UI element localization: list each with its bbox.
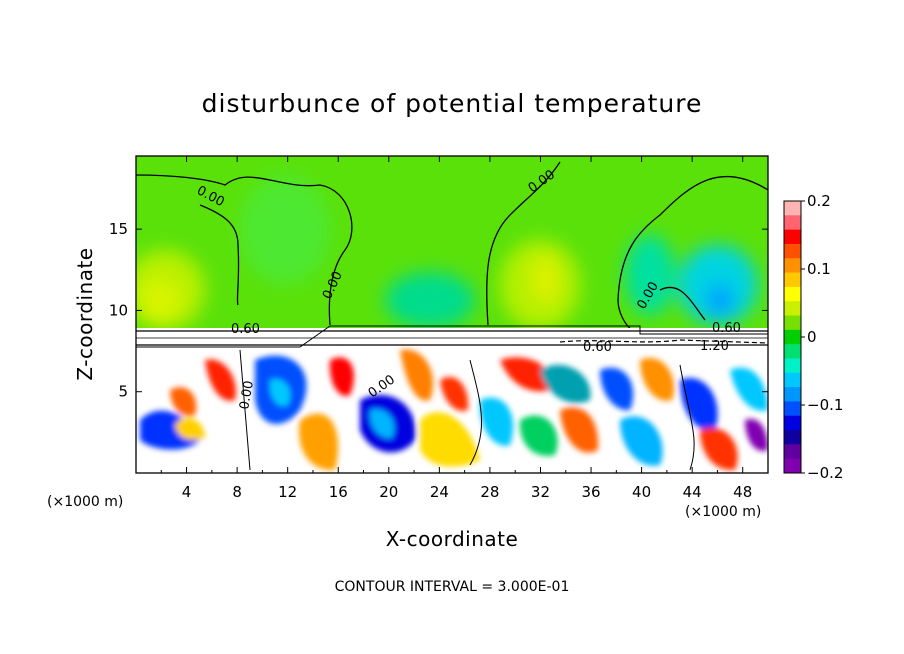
upper-contours <box>136 161 768 331</box>
x-unit-label-right: (×1000 m) <box>685 504 761 520</box>
warm-patch <box>500 357 552 392</box>
contour-line <box>659 286 706 321</box>
x-tick-label: 8 <box>232 483 242 501</box>
contour-line <box>679 364 695 471</box>
contour-line <box>136 174 353 326</box>
warm-patch <box>420 412 480 467</box>
colorbar-tick-label: 0 <box>807 328 817 346</box>
cold-patch <box>620 416 663 466</box>
plot-area: 0.00 0.00 0.00 0.00 0.00 0.00 0.60 0.60 … <box>136 156 768 473</box>
contour-line <box>469 359 482 466</box>
x-tick-label: 48 <box>733 483 752 501</box>
colorbar-segment <box>784 401 801 417</box>
warm-patch <box>175 417 205 440</box>
cool-blob <box>625 235 675 315</box>
warm-patch <box>640 358 675 401</box>
contour-line <box>486 161 561 326</box>
x-tick-label: 32 <box>531 483 550 501</box>
inversion-band <box>136 328 768 332</box>
colorbar-tick-label: 0.1 <box>807 260 831 278</box>
cold-patch <box>479 397 514 446</box>
cool-blob <box>240 175 330 285</box>
cold-patch <box>519 415 558 456</box>
colorbar-segment <box>784 387 801 402</box>
warm-patch <box>299 413 339 471</box>
warm-patch <box>400 349 434 401</box>
x-tick-label: 16 <box>329 483 348 501</box>
cold-patch <box>540 364 591 404</box>
cold-patch <box>369 409 395 439</box>
colorbar-segment <box>784 344 801 359</box>
colorbar-tick-label: 0.2 <box>807 192 831 210</box>
cold-patch <box>745 419 768 451</box>
colorbar-segment <box>784 229 801 245</box>
x-unit-label-left: (×1000 m) <box>47 494 123 510</box>
colorbar-segment <box>784 358 801 374</box>
warm-patch <box>560 407 599 453</box>
x-tick-label: 20 <box>379 483 398 501</box>
colorbar-segment <box>784 243 801 259</box>
y-axis-title: Z-coordinate <box>73 247 97 380</box>
contour-line <box>239 349 251 471</box>
cold-patch <box>680 378 718 431</box>
colorbar-segment <box>784 215 801 231</box>
contour-interval-note: CONTOUR INTERVAL = 3.000E-01 <box>335 579 570 595</box>
contour-label: 1.20 <box>700 339 729 354</box>
colorbar-tick-label: −0.1 <box>807 396 843 414</box>
colorbar-segment <box>784 329 801 345</box>
colorbar-segment <box>784 430 801 445</box>
contour-line-negative <box>559 339 768 344</box>
colorbar-segment <box>784 272 801 288</box>
x-axis-title: X-coordinate <box>386 527 519 551</box>
warm-patch <box>329 357 354 396</box>
colorbar-segment <box>784 315 801 331</box>
y-tick-label: 15 <box>109 220 128 238</box>
contour-label: 0.60 <box>583 340 612 355</box>
y-tick-label: 5 <box>118 383 128 401</box>
chart-title: disturbunce of potential temperature <box>202 89 703 118</box>
x-axis: 4 8 12 16 20 24 28 32 36 40 44 48 <box>160 156 752 501</box>
lower-anomaly-blobs <box>140 349 768 471</box>
cold-patch <box>269 379 291 407</box>
contour-line <box>199 204 240 306</box>
colorbar-segment <box>784 286 801 302</box>
x-tick-label: 12 <box>278 483 297 501</box>
warm-blob <box>533 256 557 304</box>
contour-label: 0.60 <box>231 322 260 337</box>
x-tick-label: 40 <box>632 483 651 501</box>
contour-label: 0.00 <box>237 380 257 411</box>
cold-patch <box>730 367 768 411</box>
warm-patch <box>440 376 469 411</box>
colorbar-segment <box>784 258 801 274</box>
contour-label: 0.60 <box>712 321 741 336</box>
colorbar-segment <box>784 444 801 460</box>
contour-line <box>617 175 768 331</box>
colorbar-segment <box>784 415 801 431</box>
cold-patch <box>600 367 634 411</box>
warm-patch <box>205 359 236 401</box>
cool-blob <box>706 284 734 316</box>
colorbar-segment <box>784 201 801 216</box>
x-tick-label: 36 <box>581 483 600 501</box>
y-tick-label: 10 <box>109 301 128 319</box>
y-axis: 5 10 15 <box>109 220 768 401</box>
warm-blob <box>140 278 180 322</box>
colorbar-segment <box>784 372 801 388</box>
upper-anomaly-blobs <box>136 175 758 330</box>
warm-patch <box>700 427 738 471</box>
colorbar-segment <box>784 301 801 317</box>
plot-frame <box>135 155 769 474</box>
colorbar-segment <box>784 458 801 474</box>
x-tick-label: 24 <box>430 483 449 501</box>
x-tick-label: 44 <box>683 483 702 501</box>
boundary-contours <box>136 325 768 471</box>
warm-patch <box>170 387 197 416</box>
colorbar: 0.2 0.1 0 −0.1 −0.2 <box>783 192 843 482</box>
colorbar-tick-label: −0.2 <box>807 464 843 482</box>
x-tick-label: 4 <box>182 483 192 501</box>
x-tick-label: 28 <box>480 483 499 501</box>
contour-line <box>136 325 768 348</box>
cool-blob <box>385 272 475 328</box>
